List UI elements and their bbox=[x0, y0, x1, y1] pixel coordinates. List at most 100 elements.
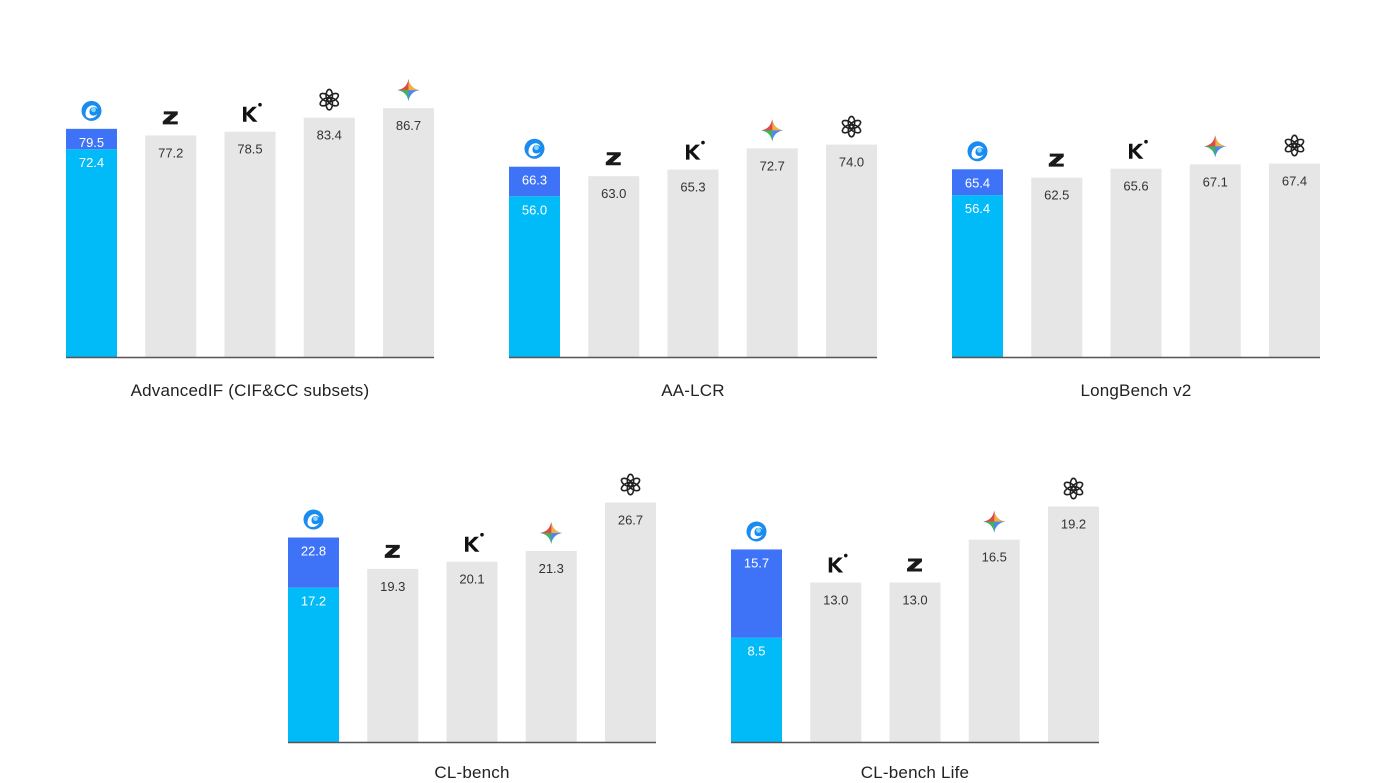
chart-title: AA-LCR bbox=[661, 381, 725, 400]
bar bbox=[1031, 177, 1083, 357]
swirl-logo-icon bbox=[81, 100, 102, 121]
bar-group-model-openai: 83.4 bbox=[303, 88, 355, 357]
bar-group-model-z: 62.5 bbox=[1031, 153, 1083, 357]
bar bbox=[446, 561, 498, 742]
chart-title: AdvancedIF (CIF&CC subsets) bbox=[130, 381, 370, 400]
openai-logo-icon bbox=[1284, 134, 1305, 157]
bar-value-label: 26.7 bbox=[618, 513, 643, 528]
swirl-logo-icon bbox=[303, 509, 324, 530]
z-logo-icon bbox=[605, 152, 621, 166]
bar-value-label: 72.7 bbox=[760, 158, 785, 173]
bar-group-model-openai: 74.0 bbox=[826, 115, 877, 357]
bar-value-label: 78.5 bbox=[237, 142, 262, 157]
chart-aa-lcr-plot: 66.3 56.0 63.0 65.3 72.7 74.0 bbox=[509, 115, 877, 359]
openai-logo-icon bbox=[319, 88, 340, 111]
k-logo-icon bbox=[243, 102, 262, 122]
swirl-logo-icon bbox=[524, 138, 545, 159]
k-logo-icon bbox=[465, 532, 484, 552]
bar-boost-segment bbox=[952, 169, 1003, 196]
z-logo-icon bbox=[1048, 153, 1064, 167]
swirl-logo-icon bbox=[967, 141, 988, 162]
bar-boost-segment bbox=[509, 166, 560, 197]
bar-group-model-k: 13.0 bbox=[810, 553, 862, 742]
bar-group-model-gemini: 16.5 bbox=[968, 510, 1020, 742]
bar-value-label: 65.3 bbox=[680, 180, 705, 195]
bar-group-model-gemini: 67.1 bbox=[1189, 135, 1241, 357]
bar-value-label: 13.0 bbox=[902, 593, 927, 608]
bar-value-label: 66.3 bbox=[522, 173, 547, 188]
chart-longbench-v2: 65.4 56.4 62.5 65.6 67.1 67.4 LongBench v2 bbox=[952, 70, 1320, 410]
bar-value-label: 22.8 bbox=[301, 544, 326, 559]
gemini-star-icon bbox=[1204, 135, 1227, 158]
bar-group-model-k: 78.5 bbox=[224, 102, 276, 357]
bar-base-segment bbox=[731, 637, 782, 742]
bar-value-label: 13.0 bbox=[823, 593, 848, 608]
gemini-star-icon bbox=[761, 119, 784, 142]
chart-cl-bench-life: 15.7 8.5 13.0 13.0 16.5 19.2 CL-bench Life bbox=[731, 455, 1099, 782]
bar-value-label: 62.5 bbox=[1044, 188, 1069, 203]
bar bbox=[1189, 164, 1241, 357]
bar-value-label: 65.4 bbox=[965, 175, 990, 190]
z-logo-icon bbox=[384, 544, 400, 558]
k-logo-icon bbox=[1129, 139, 1148, 159]
bar-value-label: 19.3 bbox=[380, 579, 405, 594]
bar-group-model-openai: 67.4 bbox=[1269, 134, 1320, 357]
bar bbox=[667, 169, 719, 357]
bar bbox=[605, 502, 656, 742]
bar-base-label: 56.4 bbox=[965, 201, 990, 216]
bar bbox=[145, 135, 197, 357]
bar-value-label: 16.5 bbox=[982, 550, 1007, 565]
bar-value-label: 74.0 bbox=[839, 155, 864, 170]
openai-logo-icon bbox=[1063, 477, 1084, 500]
bar-value-label: 67.4 bbox=[1282, 174, 1307, 189]
bar-group-model-z: 13.0 bbox=[889, 558, 941, 742]
bar bbox=[525, 550, 577, 742]
openai-logo-icon bbox=[841, 115, 862, 138]
bar-base-label: 17.2 bbox=[301, 594, 326, 609]
bar-group-model-k: 65.3 bbox=[667, 140, 719, 357]
bar-value-label: 79.5 bbox=[79, 135, 104, 150]
bar bbox=[224, 131, 276, 357]
gemini-star-icon bbox=[540, 521, 563, 544]
bar-boost-segment bbox=[731, 549, 782, 638]
bar-value-label: 86.7 bbox=[396, 118, 421, 133]
bar-group-model-gemini: 21.3 bbox=[525, 521, 577, 742]
bar bbox=[968, 539, 1020, 742]
bar bbox=[1269, 163, 1320, 357]
bar-group-model-a: 65.4 56.4 bbox=[952, 141, 1003, 357]
k-logo-icon bbox=[828, 553, 848, 573]
bar bbox=[303, 117, 355, 357]
chart-aa-lcr: 66.3 56.0 63.0 65.3 72.7 74.0 AA-LCR bbox=[509, 70, 877, 410]
bar-group-model-z: 63.0 bbox=[588, 152, 640, 357]
chart-advancedif-plot: 79.5 72.4 77.2 78.5 83.4 86.7 bbox=[66, 79, 434, 359]
k-logo-icon bbox=[686, 140, 705, 160]
bar-group-model-k: 20.1 bbox=[446, 532, 498, 742]
bar-base-label: 72.4 bbox=[79, 155, 104, 170]
chart-cl-bench-plot: 22.8 17.2 19.3 20.1 21.3 26.7 bbox=[288, 473, 656, 744]
bar-group-model-openai: 19.2 bbox=[1048, 477, 1099, 742]
chart-advancedif: 79.5 72.4 77.2 78.5 83.4 86.7 AdvancedIF (CIF… bbox=[66, 70, 434, 410]
chart-longbench-v2-plot: 65.4 56.4 62.5 65.6 67.1 67.4 bbox=[952, 134, 1320, 359]
bar-value-label: 65.6 bbox=[1123, 179, 1148, 194]
bar-base-label: 8.5 bbox=[747, 644, 765, 659]
bar-group-model-a: 22.8 17.2 bbox=[288, 509, 339, 742]
bar-group-model-gemini: 86.7 bbox=[383, 79, 434, 357]
bar-value-label: 20.1 bbox=[459, 572, 484, 587]
bar-boost-segment bbox=[288, 537, 339, 588]
chart-cl-bench: 22.8 17.2 19.3 20.1 21.3 26.7 CL-bench bbox=[288, 455, 656, 782]
bar bbox=[367, 568, 419, 742]
chart-title: CL-bench bbox=[434, 763, 510, 782]
bar-base-segment bbox=[288, 587, 339, 742]
bar bbox=[889, 582, 941, 742]
bar-group-model-z: 77.2 bbox=[145, 111, 197, 357]
bar-base-segment bbox=[66, 149, 117, 357]
bar-group-model-k: 65.6 bbox=[1110, 139, 1162, 357]
bar bbox=[383, 108, 434, 357]
bar-group-model-gemini: 72.7 bbox=[746, 119, 798, 357]
bar-value-label: 21.3 bbox=[539, 561, 564, 576]
bar bbox=[810, 582, 862, 742]
chart-cl-bench-life-plot: 15.7 8.5 13.0 13.0 16.5 19.2 bbox=[731, 477, 1099, 744]
bar-group-model-z: 19.3 bbox=[367, 544, 419, 742]
bar-base-segment bbox=[509, 196, 560, 357]
bar-group-model-a: 15.7 8.5 bbox=[731, 521, 782, 742]
